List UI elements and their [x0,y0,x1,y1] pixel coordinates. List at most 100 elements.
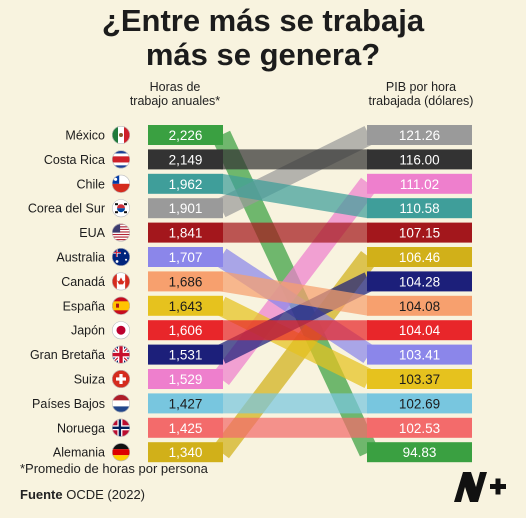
canada-flag-icon [112,272,131,291]
hours-row: Noruega 1,425 [57,417,223,438]
gdp-row: 94.83 [367,442,472,463]
gdp-row: 107.15 [367,222,472,243]
country-label: Gran Bretaña [30,348,105,362]
hours-bar [148,222,223,243]
hours-bar [148,442,223,463]
hours-bar [148,247,223,267]
gdp-value: 121.26 [399,128,440,143]
gdp-value: 102.69 [399,396,440,411]
country-label: Chile [77,177,106,191]
hours-bar [148,393,223,414]
gdp-row: 110.58 [367,198,472,219]
source-label: Fuente [20,487,63,502]
hours-row: Canadá 1,686 [61,271,223,292]
gdp-value: 106.46 [399,250,440,265]
hours-bar [148,271,223,292]
gdp-row: 106.46 [367,247,472,267]
norway-flag-icon [112,418,131,437]
connector-band [219,271,371,316]
hours-row: Países Bajos 1,427 [32,393,223,414]
hours-value: 1,962 [169,177,203,192]
gdp-row: 102.69 [367,393,472,414]
germany-flag-icon [112,443,131,462]
gdp-value: 104.28 [399,274,440,289]
japan-flag-icon [112,321,131,340]
hours-row: México 2,226 [65,125,223,145]
south-korea-flag-icon [112,199,131,218]
gdp-value: 116.00 [399,152,439,167]
costa-rica-flag-icon [112,150,131,169]
hours-row: EUA 1,841 [79,222,223,243]
gdp-header-line-2: trabajada (dólares) [368,94,474,108]
country-label: Noruega [57,421,105,435]
australia-flag-icon [112,248,131,267]
gdp-row: 103.41 [367,344,472,365]
gdp-row: 111.02 [367,173,472,194]
hours-row: España 1,643 [63,295,223,316]
usa-flag-icon [112,223,131,242]
netherlands-flag-icon [112,394,131,413]
gdp-row: 104.08 [367,295,472,316]
gdp-value: 110.58 [399,201,439,216]
gdp-bar [367,247,472,267]
hours-bar [148,125,223,145]
gdp-bar [367,222,472,243]
hours-value: 1,901 [169,201,203,216]
gdp-bar [367,344,472,365]
gdp-bar [367,369,472,389]
country-label: Costa Rica [44,153,105,167]
gdp-value: 102.53 [399,421,440,436]
title-line-2: más se genera? [145,37,381,72]
spain-flag-icon [112,296,131,315]
gdp-row: 104.28 [367,271,472,292]
gdp-row: 102.53 [367,417,472,438]
gdp-bar [367,125,472,145]
chile-flag-icon [112,174,131,193]
hours-bar [148,149,223,170]
connector-bands [211,126,379,459]
gdp-row: 121.26 [367,125,472,145]
country-label: México [65,129,105,143]
nmas-logo-icon: N+ [454,472,506,502]
hours-value: 1,643 [169,299,203,314]
hours-bar [148,198,223,219]
gdp-header-line-1: PIB por hora [385,80,457,94]
country-label: Suiza [74,373,105,387]
gdp-bar [367,271,472,292]
country-label: España [63,299,105,313]
country-label: Alemania [53,446,105,460]
mexico-flag-icon [112,126,131,145]
connector-band [216,296,374,388]
hours-column-header: Horas de trabajo anuales* [120,80,230,108]
hours-value: 1,686 [169,274,203,289]
gdp-row: 104.04 [367,320,472,341]
country-label: Canadá [61,275,105,289]
hours-row: Japón 1,606 [71,320,223,341]
country-label: Corea del Sur [28,202,105,216]
hours-value: 1,531 [169,348,203,363]
gdp-row: 116.00 [367,149,472,170]
hours-bar [148,320,223,341]
uk-flag-icon [112,345,131,364]
hours-bar [148,417,223,438]
footnote: *Promedio de horas por persona [20,461,208,476]
gdp-bar [367,149,472,170]
gdp-column-header: PIB por hora trabajada (dólares) [356,80,486,108]
gdp-bar [367,393,472,414]
gdp-bar [367,417,472,438]
title-line-1: ¿Entre más se trabaja [101,3,425,38]
source-line: Fuente OCDE (2022) [20,487,145,502]
gdp-bar [367,173,472,194]
hours-row: Chile 1,962 [77,173,223,194]
country-label: Japón [71,324,105,338]
hours-row: Australia 1,707 [56,247,223,267]
hours-value: 1,529 [169,372,203,387]
country-label: Países Bajos [32,397,105,411]
gdp-row: 103.37 [367,369,472,389]
gdp-value: 103.41 [399,348,440,363]
hours-value: 2,226 [169,128,203,143]
gdp-bar [367,295,472,316]
gdp-value: 107.15 [399,226,440,241]
hours-row: Alemania 1,340 [53,442,223,463]
